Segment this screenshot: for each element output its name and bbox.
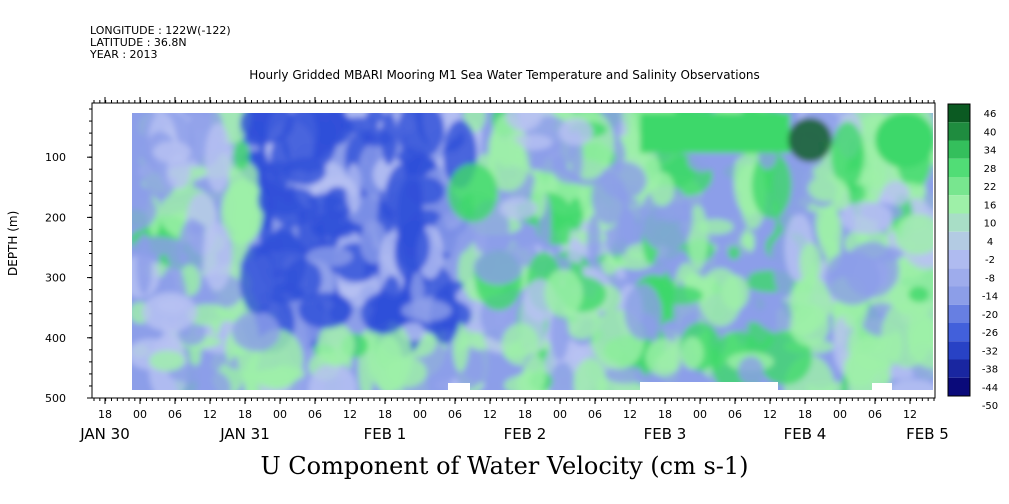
colorbar-label: 16: [984, 200, 997, 211]
x-tick-label: 06: [868, 408, 882, 421]
heatmap-field: [132, 113, 933, 390]
colorbar-swatch: [948, 323, 970, 342]
colorbar-label: -44: [982, 383, 998, 394]
colorbar: 46 40 34 28 22 16 10 4 -2 -8 -14 -20 -26 -32 -38 -44 -50: [947, 103, 998, 412]
x-tick-label: 18: [238, 408, 252, 421]
y-tick-label: 400: [45, 332, 66, 345]
x-tick-label: 00: [273, 408, 287, 421]
x-tick-label: 12: [203, 408, 217, 421]
colorbar-label: -8: [985, 273, 995, 284]
latitude-label: LATITUDE : 36.8N: [90, 36, 187, 49]
x-tick-label: 00: [133, 408, 147, 421]
colorbar-swatch: [948, 195, 970, 214]
colorbar-swatch: [948, 359, 970, 378]
missing-data: [640, 382, 778, 390]
colorbar-swatch: [948, 304, 970, 323]
y-tick-label: 500: [45, 392, 66, 405]
x-tick-label: 18: [518, 408, 532, 421]
colorbar-swatch: [948, 104, 970, 123]
colorbar-label: -32: [982, 346, 998, 357]
colorbar-label: 40: [984, 127, 997, 138]
colorbar-swatch: [948, 341, 970, 360]
x-tick-label: 12: [623, 408, 637, 421]
colorbar-label: 22: [984, 182, 997, 193]
x-tick-label: 00: [553, 408, 567, 421]
colorbar-swatch: [948, 286, 970, 305]
x-tick-label: 18: [378, 408, 392, 421]
colorbar-swatch: [948, 377, 970, 396]
colorbar-swatch: [948, 213, 970, 232]
colorbar-label: 4: [987, 237, 993, 248]
x-tick-label: 18: [798, 408, 812, 421]
colorbar-label: 28: [984, 164, 997, 175]
colorbar-label: -26: [982, 328, 998, 339]
x-tick-label: 06: [308, 408, 322, 421]
x-date-label: FEB 2: [504, 425, 547, 443]
x-tick-label: 06: [168, 408, 182, 421]
colorbar-swatch: [948, 250, 970, 269]
y-tick-label: 200: [45, 211, 66, 224]
colorbar-swatch: [948, 122, 970, 141]
x-tick-label: 00: [413, 408, 427, 421]
colorbar-label: -38: [982, 365, 998, 376]
colorbar-label: -14: [982, 292, 998, 303]
x-tick-label: 06: [728, 408, 742, 421]
colorbar-label: 10: [984, 219, 997, 230]
longitude-label: LONGITUDE : 122W(-122): [90, 24, 231, 37]
x-date-label: JAN 31: [219, 425, 270, 443]
x-tick-label: 12: [483, 408, 497, 421]
x-tick-label: 12: [763, 408, 777, 421]
y-tick-label: 300: [45, 272, 66, 285]
x-tick-label: 12: [903, 408, 917, 421]
colorbar-swatch: [948, 177, 970, 196]
colorbar-label: -20: [982, 310, 998, 321]
x-tick-label: 18: [98, 408, 112, 421]
x-tick-label: 18: [658, 408, 672, 421]
x-tick-label: 00: [693, 408, 707, 421]
colorbar-frame: [947, 103, 971, 397]
x-tick-label: 12: [343, 408, 357, 421]
x-tick-label: 06: [588, 408, 602, 421]
x-axis-label: U Component of Water Velocity (cm s-1): [260, 452, 749, 480]
x-date-label: FEB 3: [644, 425, 687, 443]
colorbar-label: 46: [984, 109, 997, 120]
missing-data: [872, 383, 892, 390]
colorbar-swatch: [948, 268, 970, 287]
colorbar-label: 34: [984, 146, 997, 157]
colorbar-label: -50: [982, 401, 998, 412]
chart-title: Hourly Gridded MBARI Mooring M1 Sea Wate…: [249, 68, 760, 82]
y-tick-label: 100: [45, 151, 66, 164]
year-label: YEAR : 2013: [90, 48, 158, 61]
missing-data: [448, 383, 470, 390]
x-date-label: FEB 5: [906, 425, 949, 443]
velocity-field: [132, 113, 933, 390]
colorbar-swatch: [948, 231, 970, 250]
colorbar-swatch: [948, 140, 970, 159]
x-tick-label: 00: [833, 408, 847, 421]
colorbar-label: -2: [985, 255, 995, 266]
x-date-label: FEB 4: [784, 425, 827, 443]
x-date-label: JAN 30: [79, 425, 130, 443]
x-tick-label: 06: [448, 408, 462, 421]
y-axis-label: DEPTH (m): [6, 210, 20, 276]
x-date-label: FEB 1: [364, 425, 407, 443]
colorbar-swatch: [948, 158, 970, 177]
